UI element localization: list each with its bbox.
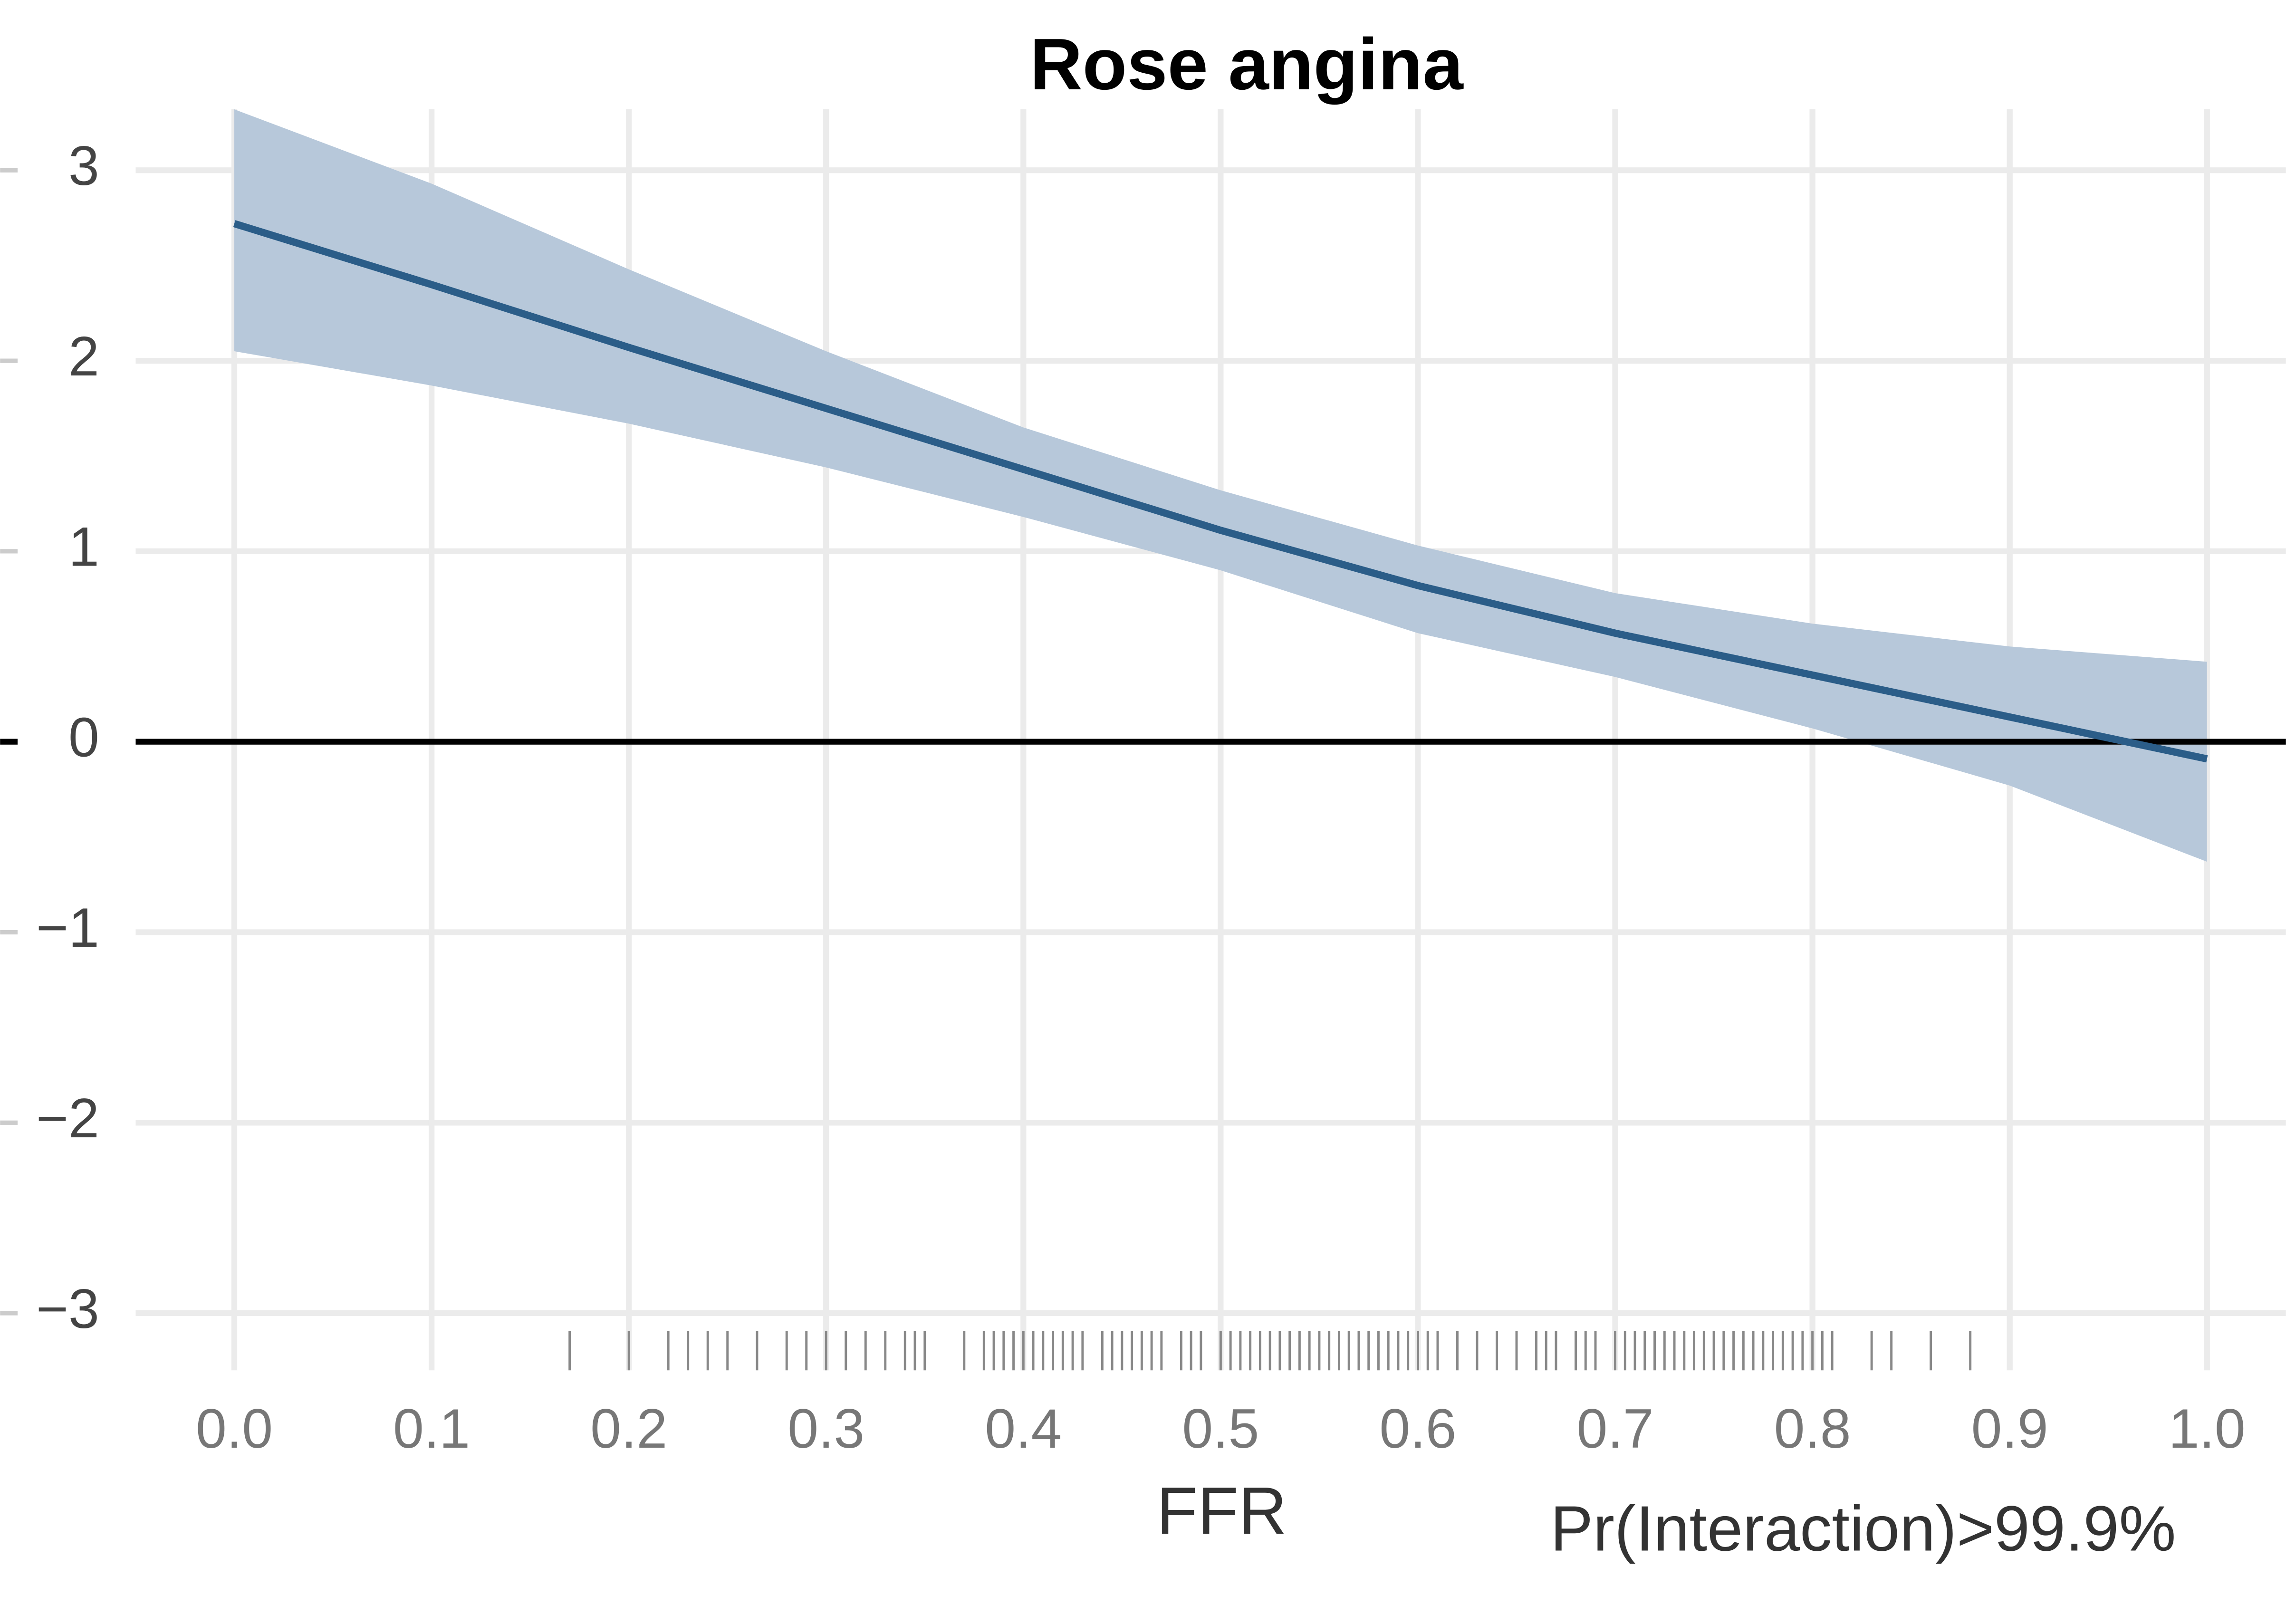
y-tick-label: 3 <box>68 135 99 197</box>
x-tick-label: 0.5 <box>1182 1397 1259 1460</box>
x-tick-label: 0.4 <box>985 1397 1062 1460</box>
y-tick-label: −2 <box>36 1087 99 1149</box>
y-tick-label: −3 <box>36 1278 99 1340</box>
x-tick-label: 0.3 <box>788 1397 864 1460</box>
y-tick-label: −1 <box>36 896 99 959</box>
annotation: Pr(Interaction)>99.9% <box>1550 1492 2176 1564</box>
x-axis-label: FFR <box>1157 1473 1287 1548</box>
y-tick-label: 2 <box>68 325 99 387</box>
x-tick-label: 0.8 <box>1774 1397 1851 1460</box>
confidence-band <box>234 109 2207 862</box>
x-tick-label: 1.0 <box>2169 1397 2246 1460</box>
y-tick-label: 0 <box>68 706 99 768</box>
chart-title: Rose angina <box>1030 24 1464 105</box>
x-tick-label: 0.6 <box>1379 1397 1456 1460</box>
x-tick-label: 0.1 <box>393 1397 470 1460</box>
y-tick-label: 1 <box>68 516 99 578</box>
x-tick-label: 0.0 <box>196 1397 273 1460</box>
x-tick-label: 0.2 <box>590 1397 667 1460</box>
x-tick-label: 0.9 <box>1971 1397 2048 1460</box>
x-tick-label: 0.7 <box>1577 1397 1654 1460</box>
line <box>233 220 2208 763</box>
